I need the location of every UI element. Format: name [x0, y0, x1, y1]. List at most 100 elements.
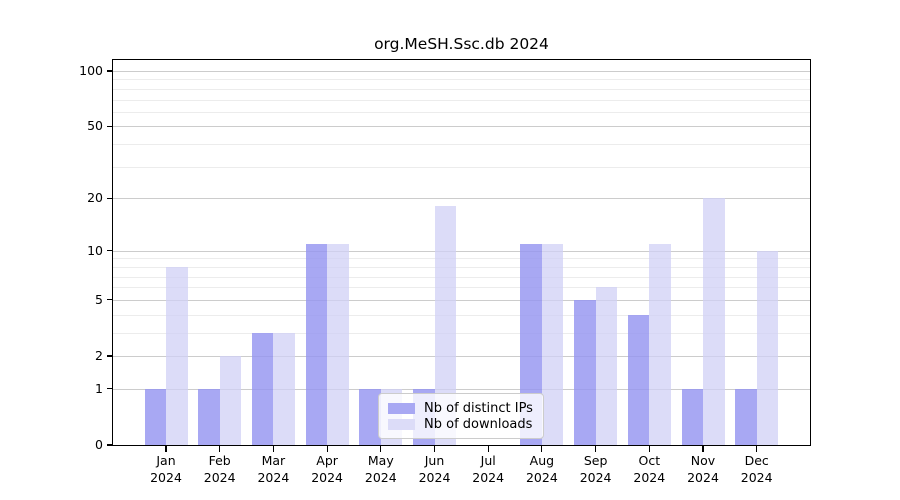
x-tick-year-jul: 2024	[472, 469, 505, 485]
plot-inner	[113, 60, 810, 445]
y-tick-mark-2	[107, 355, 113, 357]
x-tick-mark-nov	[702, 446, 704, 452]
minor-gridline-3	[113, 332, 810, 334]
x-tick-month-oct: Oct	[638, 453, 661, 468]
x-tick-year-nov: 2024	[687, 469, 719, 485]
bar-nb-of-distinct-ips-dec	[735, 388, 757, 445]
x-tick-month-may: May	[367, 453, 394, 468]
bar-nb-of-distinct-ips-oct	[627, 314, 650, 445]
x-tick-mark-may	[380, 446, 382, 452]
x-tick-month-jul: Jul	[480, 453, 496, 468]
x-tick-month-feb: Feb	[208, 453, 231, 468]
minor-gridline-4	[113, 314, 810, 316]
x-tick-label-dec: Dec 2024	[722, 453, 792, 486]
x-tick-month-jan: Jan	[156, 453, 176, 468]
legend-label-downloads: Nb of downloads	[424, 416, 533, 432]
x-tick-label-aug: Aug 2024	[507, 453, 577, 486]
major-gridline-5	[113, 299, 810, 301]
bar-nb-of-downloads-oct	[649, 243, 671, 445]
bar-nb-of-distinct-ips-jan	[144, 388, 166, 445]
x-tick-month-sep: Sep	[583, 453, 608, 468]
x-tick-label-feb: Feb 2024	[185, 453, 255, 486]
y-tick-label-5: 5	[95, 291, 103, 307]
y-tick-mark-0	[107, 444, 113, 446]
legend-swatch-downloads-icon	[388, 418, 415, 430]
minor-gridline-40	[113, 144, 810, 146]
legend-label-distinct-ips: Nb of distinct IPs	[424, 400, 533, 416]
bar-nb-of-distinct-ips-feb	[198, 388, 220, 445]
bar-nb-of-distinct-ips-nov	[681, 388, 703, 445]
x-tick-label-jan: Jan 2024	[131, 453, 201, 486]
x-tick-year-apr: 2024	[311, 469, 343, 485]
x-tick-label-sep: Sep 2024	[561, 453, 631, 486]
plot-area: Nb of distinct IPs Nb of downloads	[112, 59, 811, 446]
x-tick-year-feb: 2024	[203, 469, 236, 485]
x-tick-year-may: 2024	[364, 469, 397, 485]
x-tick-label-oct: Oct 2024	[614, 453, 684, 486]
bar-nb-of-downloads-apr	[327, 243, 349, 445]
y-tick-mark-10	[107, 250, 113, 252]
minor-gridline-7	[113, 276, 810, 278]
x-tick-year-aug: 2024	[525, 469, 558, 485]
y-tick-label-50: 50	[87, 118, 103, 134]
x-tick-label-nov: Nov 2024	[668, 453, 738, 486]
minor-gridline-60	[113, 111, 810, 113]
bar-nb-of-downloads-feb	[219, 356, 242, 445]
minor-gridline-70	[113, 99, 810, 101]
bar-nb-of-downloads-mar	[273, 332, 295, 445]
x-tick-mark-sep	[595, 446, 597, 452]
y-tick-label-20: 20	[87, 190, 103, 206]
legend: Nb of distinct IPs Nb of downloads	[378, 393, 544, 439]
bar-nb-of-distinct-ips-may	[359, 388, 381, 445]
y-tick-mark-50	[107, 125, 113, 127]
x-tick-year-jan: 2024	[150, 469, 182, 485]
x-tick-year-dec: 2024	[740, 469, 773, 485]
bar-nb-of-downloads-jan	[166, 266, 188, 445]
y-tick-mark-1	[107, 388, 113, 390]
x-tick-label-jun: Jun 2024	[400, 453, 470, 486]
x-tick-year-oct: 2024	[633, 469, 666, 485]
minor-gridline-9	[113, 258, 810, 260]
minor-gridline-90	[113, 79, 810, 81]
y-tick-label-0: 0	[95, 437, 103, 452]
minor-gridline-6	[113, 287, 810, 289]
x-tick-mark-aug	[541, 446, 543, 452]
x-tick-month-aug: Aug	[529, 453, 555, 468]
x-tick-mark-feb	[219, 446, 221, 452]
x-tick-mark-apr	[326, 446, 328, 452]
y-tick-mark-100	[107, 70, 113, 72]
bar-nb-of-distinct-ips-mar	[251, 332, 274, 445]
y-tick-label-10: 10	[87, 242, 103, 258]
x-tick-mark-jun	[433, 446, 436, 452]
x-tick-mark-mar	[272, 446, 274, 452]
x-tick-year-mar: 2024	[257, 469, 290, 485]
major-gridline-1	[113, 388, 810, 390]
y-tick-mark-5	[107, 299, 113, 301]
x-tick-mark-oct	[648, 446, 650, 452]
x-tick-label-may: May 2024	[346, 453, 416, 486]
x-tick-year-sep: 2024	[579, 469, 612, 485]
major-gridline-20	[113, 198, 810, 200]
x-tick-month-apr: Apr	[316, 453, 338, 468]
bar-nb-of-downloads-jun	[434, 206, 456, 445]
y-tick-mark-20	[107, 197, 113, 199]
x-tick-year-jun: 2024	[418, 469, 451, 485]
x-tick-mark-jan	[165, 446, 167, 452]
bar-nb-of-distinct-ips-apr	[305, 243, 328, 445]
minor-gridline-8	[113, 266, 810, 268]
x-tick-mark-dec	[756, 446, 758, 452]
x-tick-mark-jul	[487, 446, 489, 452]
legend-swatch-distinct-ips-icon	[388, 402, 415, 414]
legend-item-distinct-ips: Nb of distinct IPs	[388, 400, 534, 416]
major-gridline-50	[113, 126, 810, 128]
major-gridline-100	[113, 71, 810, 72]
major-gridline-2	[113, 356, 810, 357]
x-tick-label-jul: Jul 2024	[453, 453, 523, 486]
x-tick-label-mar: Mar 2024	[238, 453, 308, 486]
y-tick-label-100: 100	[79, 63, 103, 78]
bar-nb-of-downloads-sep	[595, 287, 618, 445]
minor-gridline-80	[113, 88, 810, 90]
chart-title: org.MeSH.Ssc.db 2024	[374, 35, 549, 53]
minor-gridline-30	[113, 166, 810, 168]
